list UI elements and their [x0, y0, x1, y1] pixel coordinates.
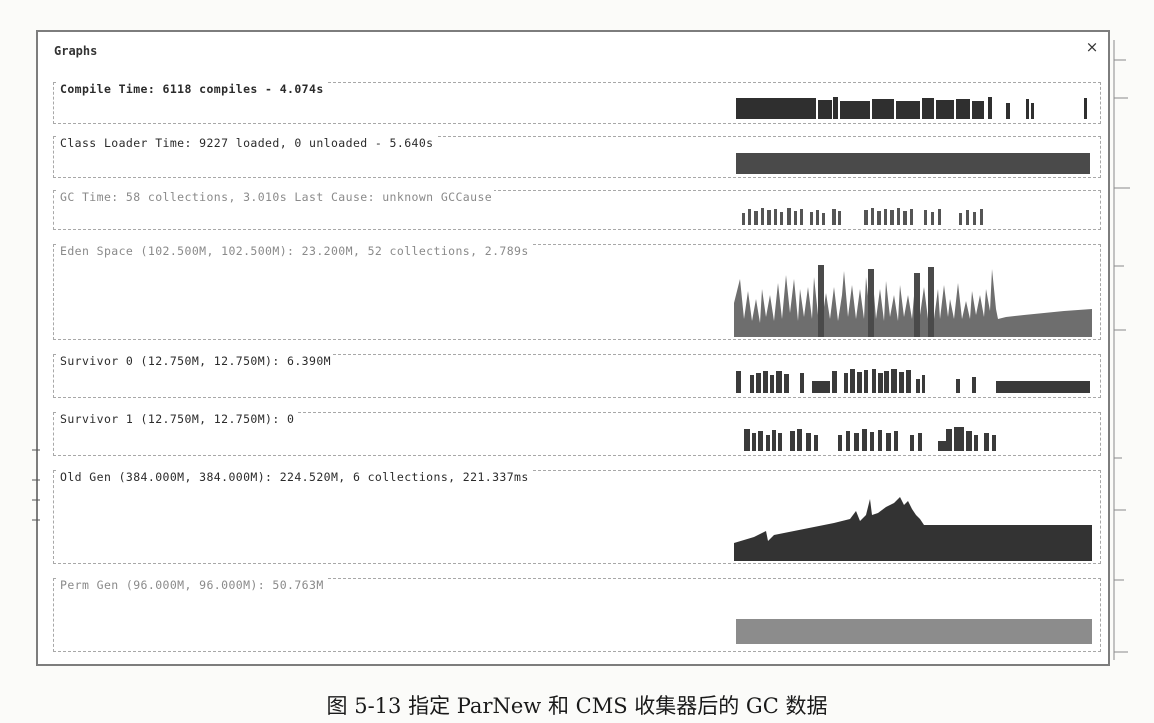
gc-time-graph: [742, 208, 983, 225]
gc-time-label: GC Time: 58 collections, 3.010s Last Cau…: [58, 190, 495, 204]
class-loader-graph: [736, 153, 1090, 174]
survivor-0-label: Survivor 0 (12.750M, 12.750M): 6.390M: [58, 354, 333, 368]
close-icon[interactable]: ×: [1085, 38, 1099, 56]
perm-gen-panel: Perm Gen (96.000M, 96.000M): 50.763M: [53, 578, 1101, 652]
old-gen-panel: Old Gen (384.000M, 384.000M): 224.520M, …: [53, 470, 1101, 564]
window-title: Graphs: [54, 44, 98, 58]
survivor-1-panel: Survivor 1 (12.750M, 12.750M): 0: [53, 412, 1101, 456]
survivor-0-graph: [736, 369, 1090, 393]
gc-time-panel: GC Time: 58 collections, 3.010s Last Cau…: [53, 190, 1101, 230]
eden-space-label: Eden Space (102.500M, 102.500M): 23.200M…: [58, 244, 531, 258]
survivor-0-panel: Survivor 0 (12.750M, 12.750M): 6.390M: [53, 354, 1101, 398]
compile-time-label: Compile Time: 6118 compiles - 4.074s: [58, 82, 326, 96]
survivor-1-label: Survivor 1 (12.750M, 12.750M): 0: [58, 412, 297, 426]
compile-time-panel: Compile Time: 6118 compiles - 4.074s: [53, 82, 1101, 124]
class-loader-label: Class Loader Time: 9227 loaded, 0 unload…: [58, 136, 436, 150]
left-edge-ticks: [32, 449, 40, 521]
class-loader-panel: Class Loader Time: 9227 loaded, 0 unload…: [53, 136, 1101, 178]
perm-gen-graph: [736, 619, 1092, 644]
right-edge-ticks: [1113, 40, 1130, 660]
old-gen-label: Old Gen (384.000M, 384.000M): 224.520M, …: [58, 470, 531, 484]
graphs-window: Graphs × Compile Time: 6118 compiles - 4…: [36, 30, 1110, 666]
eden-space-graph: [734, 265, 1092, 337]
compile-time-graph: [736, 97, 1087, 119]
figure-caption: 图 5-13 指定 ParNew 和 CMS 收集器后的 GC 数据: [326, 694, 828, 718]
eden-space-panel: Eden Space (102.500M, 102.500M): 23.200M…: [53, 244, 1101, 340]
perm-gen-label: Perm Gen (96.000M, 96.000M): 50.763M: [58, 578, 326, 592]
survivor-1-graph: [744, 427, 996, 451]
old-gen-graph: [734, 497, 1092, 561]
